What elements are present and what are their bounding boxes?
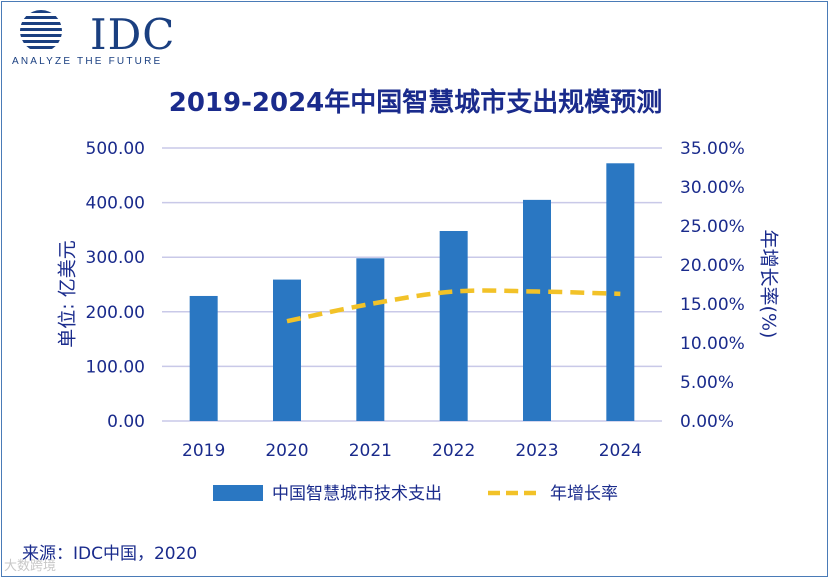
- idc-logo: IDC ANALYZE THE FUTURE: [10, 8, 190, 70]
- y-tick-label-right: 25.00%: [680, 217, 745, 237]
- y-tick-label-right: 20.00%: [680, 256, 745, 276]
- growth-rate-line: [286, 288, 621, 324]
- y-tick-label-left: 500.00: [86, 139, 145, 159]
- source-note: 来源：IDC中国，2020: [22, 544, 198, 564]
- logo-brand: IDC: [90, 10, 176, 59]
- y-tick-label-right: 5.00%: [680, 373, 734, 393]
- y-tick-label-right: 0.00%: [680, 412, 734, 432]
- x-tick-label: 2020: [265, 441, 308, 461]
- y-tick-label-right: 10.00%: [680, 334, 745, 354]
- x-tick-label: 2019: [182, 441, 225, 461]
- y-tick-label-left: 100.00: [86, 357, 145, 377]
- chart-title: 2019-2024年中国智慧城市支出规模预测: [168, 88, 663, 118]
- y-tick-label-right: 15.00%: [680, 295, 745, 315]
- legend-swatch-bar: [213, 485, 263, 501]
- legend-label-line: 年增长率: [550, 484, 618, 504]
- watermark: 大数跨境: [4, 559, 57, 574]
- bar: [356, 258, 385, 421]
- y-tick-label-right: 35.00%: [680, 139, 745, 159]
- globe-icon: [20, 10, 62, 49]
- y-tick-label-left: 0.00: [107, 412, 145, 432]
- x-tick-label: 2024: [599, 441, 642, 461]
- legend-label-bar: 中国智慧城市技术支出: [272, 484, 442, 504]
- x-tick-label: 2021: [349, 441, 392, 461]
- y-tick-label-right: 30.00%: [680, 178, 745, 198]
- y-tick-label-left: 400.00: [86, 194, 145, 214]
- bar: [523, 199, 551, 421]
- y-tick-label-left: 200.00: [86, 303, 145, 323]
- x-tick-label: 2022: [432, 441, 475, 461]
- y-tick-label-left: 300.00: [86, 248, 145, 268]
- x-tick-label: 2023: [515, 441, 558, 461]
- logo-tagline: ANALYZE THE FUTURE: [12, 56, 163, 67]
- bar: [439, 230, 468, 421]
- bar: [189, 295, 218, 421]
- bar: [273, 279, 301, 421]
